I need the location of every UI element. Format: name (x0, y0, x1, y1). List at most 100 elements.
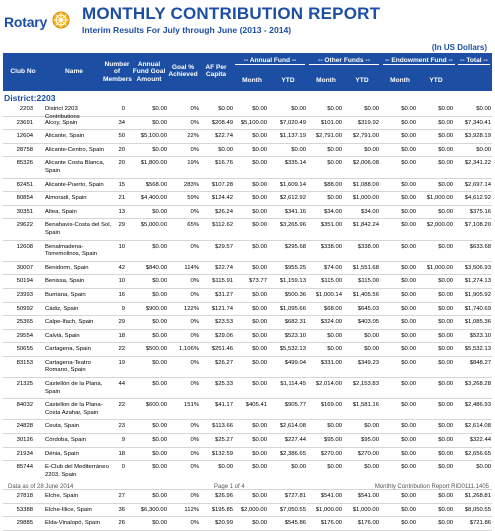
cell-of-month: $169.00 (320, 402, 342, 409)
cell-members: 22 (118, 346, 125, 353)
cell-members: 44 (118, 381, 125, 388)
cell-total-ytd: $2,614.08 (464, 423, 491, 430)
cell-total-ytd: $2,486.93 (464, 402, 491, 409)
cell-of-month: $0.00 (327, 423, 342, 430)
cell-af-ytd: $1,137.19 (279, 133, 306, 140)
cell-ef-month: $0.00 (401, 332, 416, 339)
col-af-month: Month (242, 77, 262, 84)
cell-club-name: Elda-Vinalopó, Spain (45, 520, 100, 527)
cell-ef-ytd: $2,000.00 (426, 222, 453, 229)
cell-af-ytd: $1,609.14 (279, 181, 306, 188)
cell-club-no: 53388 (16, 506, 33, 513)
cell-goal-amount: $5,000.00 (140, 222, 167, 229)
cell-of-ytd: $338.00 (357, 243, 379, 250)
cell-goal-pct: 0% (190, 208, 199, 215)
cell-goal-pct: 1,106% (179, 346, 199, 353)
cell-of-month: $331.00 (320, 359, 342, 366)
cell-ef-month: $0.00 (401, 146, 416, 153)
cell-members: 16 (118, 291, 125, 298)
cell-goal-pct: 0% (190, 359, 199, 366)
cell-ef-ytd: $0.00 (438, 520, 453, 527)
cell-goal-amount: $5,100.00 (140, 133, 167, 140)
table-row: 12604 Alicante, Spain 50 $5,100.00 22% $22.74… (3, 130, 492, 144)
cell-af-ytd: $523.10 (284, 332, 306, 339)
cell-af-per-capita: $26.27 (214, 359, 233, 366)
cell-ef-month: $0.00 (401, 359, 416, 366)
cell-club-no: 21325 (16, 381, 33, 388)
cell-af-month: $0.00 (252, 222, 267, 229)
cell-af-month: $0.00 (252, 359, 267, 366)
cell-af-per-capita: $22.74 (214, 133, 233, 140)
cell-of-ytd: $34.00 (360, 208, 379, 215)
cell-of-month: $68.00 (323, 305, 342, 312)
cell-af-per-capita: $20.99 (214, 520, 233, 527)
cell-total-ytd: $3,268.28 (464, 381, 491, 388)
group-total: -- Total -- (458, 57, 490, 66)
cell-club-name: Ceuta, Spain (45, 423, 80, 430)
table-row: 27818 Elche, Spain 27 $0.00 0% $26.96 $0.00 $72… (3, 490, 492, 504)
cell-goal-amount: $840.00 (145, 264, 167, 271)
cell-goal-pct: 0% (190, 146, 199, 153)
cell-ef-month: $0.00 (401, 195, 416, 202)
cell-goal-amount: $0.00 (152, 381, 167, 388)
cell-goal-amount: $0.00 (152, 332, 167, 339)
cell-members: 26 (118, 520, 125, 527)
cell-of-ytd: $1,581.16 (352, 402, 379, 409)
cell-goal-amount: $4,400.00 (140, 195, 167, 202)
cell-af-ytd: $295.68 (284, 243, 306, 250)
currency-note: (In US Dollars) (431, 43, 487, 52)
cell-ef-ytd: $1,000.00 (426, 195, 453, 202)
cell-members: 13 (118, 208, 125, 215)
cell-goal-pct: 112% (184, 506, 199, 513)
cell-of-month: $0.00 (327, 332, 342, 339)
cell-of-month: $95.00 (323, 437, 342, 444)
cell-af-month: $0.00 (252, 243, 267, 250)
cell-ef-ytd: $1,000.00 (426, 264, 453, 271)
cell-of-ytd: $349.23 (357, 359, 379, 366)
table-row: 82451 Alicante-Puerto, Spain 15 $568.00 283%… (3, 179, 492, 193)
cell-club-no: 12608 (16, 243, 33, 250)
cell-club-no: 2203 (19, 106, 33, 112)
cell-goal-pct: 0% (190, 520, 199, 527)
cell-goal-pct: 0% (190, 464, 199, 471)
cell-af-month: $0.00 (252, 423, 267, 430)
table-row: 30007 Benidorm, Spain 42 $840.00 114% $22.74 $… (3, 262, 492, 276)
cell-of-month: $351.00 (320, 222, 342, 229)
cell-ef-ytd: $0.00 (438, 437, 453, 444)
cell-of-month: $1,000.14 (315, 291, 342, 298)
cell-club-name: Dénia, Spain (45, 450, 79, 457)
cell-af-ytd: $0.00 (291, 106, 306, 112)
table-row: 50194 Benissa, Spain 10 $0.00 0% $115.91 $73.7… (3, 275, 492, 289)
cell-total-ytd: $1,740.69 (464, 305, 491, 312)
cell-members: 10 (118, 278, 125, 285)
cell-of-month: $0.00 (327, 346, 342, 353)
cell-goal-amount: $0.00 (152, 319, 167, 326)
table-row: 29622 Benahavis-Costa del Sol, Spain 29 $5,… (3, 219, 492, 241)
cell-ef-month: $0.00 (401, 346, 416, 353)
cell-goal-pct: 0% (190, 381, 199, 388)
cell-of-ytd: $0.00 (364, 146, 379, 153)
cell-af-month: $0.00 (252, 346, 267, 353)
cell-members: 21 (118, 195, 125, 202)
cell-af-month: $0.00 (252, 208, 267, 215)
table-row: 83153 Cartagena-Teatro Romano, Spain 19 $0.… (3, 357, 492, 379)
cell-club-no: 50655 (16, 346, 33, 353)
cell-club-name: Benidorm, Spain (45, 264, 89, 271)
cell-club-name: District 2203 Contributions (45, 106, 80, 120)
cell-af-per-capita: $25.33 (214, 381, 233, 388)
cell-goal-pct: 0% (190, 243, 199, 250)
cell-members: 50 (118, 133, 125, 140)
table-row: 30126 Córdoba, Spain 9 $0.00 0% $25.27 $0.00 $2… (3, 434, 492, 448)
cell-of-ytd: $115.00 (358, 278, 379, 285)
cell-members: 42 (118, 264, 125, 271)
cell-af-per-capita: $23.53 (214, 319, 233, 326)
cell-total-ytd: $633.68 (469, 243, 491, 250)
cell-goal-pct: 0% (190, 493, 199, 500)
cell-af-ytd: $2,386.65 (279, 450, 306, 457)
table-row: 53388 Elche-Illice, Spain 36 $6,300.00 112% $… (3, 504, 492, 518)
cell-club-no: 30351 (16, 208, 33, 215)
cell-ef-ytd: $0.00 (438, 133, 453, 140)
cell-club-name: Calvià, Spain (45, 332, 80, 339)
cell-club-name: Benahavis-Costa del Sol, Spain (45, 222, 112, 236)
cell-club-no: 82451 (16, 181, 33, 188)
